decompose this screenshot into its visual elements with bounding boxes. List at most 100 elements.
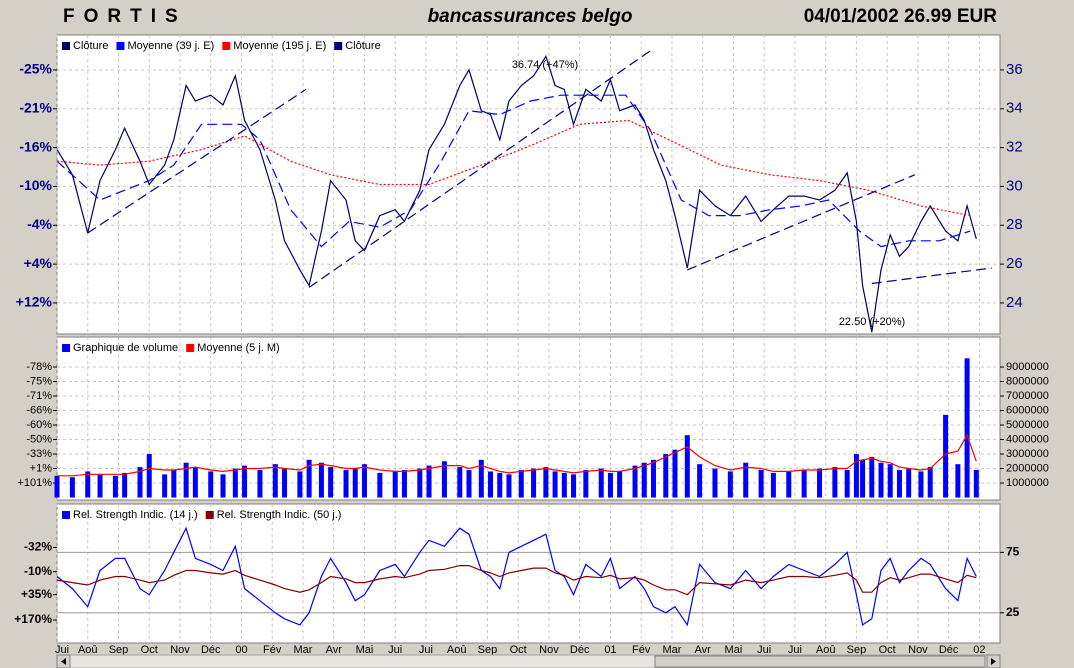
panel [56, 503, 1001, 644]
annotation: 36.74 (+47%) [512, 59, 578, 71]
volume-bar [943, 414, 949, 498]
volume-bar [377, 472, 383, 498]
y-tick-label: 9000000 [1006, 361, 1049, 373]
series-line [56, 526, 977, 627]
volume-bar [650, 459, 656, 498]
volume-bar [232, 468, 238, 498]
x-tick-label: Mar [293, 644, 312, 656]
scrollbar[interactable] [56, 654, 1001, 668]
volume-bar [955, 464, 961, 498]
x-tick-label: Déc [570, 644, 590, 656]
y-tick-label: 2000000 [1006, 462, 1049, 474]
volume-bar [183, 462, 189, 498]
volume-bar [786, 471, 792, 498]
quote: 04/01/2002 26.99 EUR [804, 6, 998, 27]
y-tick-label: 3000000 [1006, 448, 1049, 460]
y-tick-label-left: -21% [19, 99, 52, 115]
volume-bar [208, 471, 214, 498]
volume-bar [162, 474, 168, 498]
volume-bar [146, 454, 152, 498]
y-tick-label-left: +1% [30, 462, 53, 474]
volume-bar [860, 459, 866, 498]
volume-bar [297, 471, 303, 498]
volume-bar [192, 467, 198, 498]
arrow-right [991, 658, 996, 665]
arrow-left [61, 658, 66, 665]
legend-label: Moyenne (195 j. E) [233, 40, 326, 52]
legend-swatch [334, 42, 343, 50]
y-tick-label-left: -10% [19, 177, 52, 193]
volume-bar [122, 472, 128, 498]
sector-name: bancassurances belgo [428, 6, 633, 27]
volume-bar [497, 472, 503, 498]
x-tick-label: Mar [662, 644, 681, 656]
ticker-name: FORTIS [63, 6, 187, 27]
x-tick-label: Jui [757, 644, 771, 656]
annotation: 22.50 (+20%) [839, 316, 905, 328]
y-tick-label-left: +170% [14, 612, 52, 626]
volume-bar [478, 459, 484, 498]
volume-bar [727, 471, 733, 498]
volume-bar [598, 468, 604, 498]
volume-bar [878, 462, 884, 498]
volume-bar [417, 468, 423, 498]
volume-bar [506, 474, 512, 498]
y-tick-label: 26 [1006, 255, 1023, 272]
x-tick-label: Aoû [447, 644, 467, 656]
x-tick-label: Déc [939, 644, 959, 656]
volume-bar [518, 469, 524, 498]
y-tick-label-left: +12% [16, 294, 53, 310]
x-tick-label: Oct [141, 644, 158, 656]
y-tick-label: 36 [1006, 61, 1023, 78]
volume-bar [282, 468, 288, 498]
scroll-thumb[interactable] [654, 655, 986, 668]
y-tick-label-left: +4% [24, 255, 53, 271]
x-tick-label: Nov [539, 644, 559, 656]
volume-bar [69, 477, 75, 498]
volume-bar [328, 467, 334, 498]
y-tick-label-left: -4% [27, 216, 52, 232]
x-tick-label: Jui [388, 644, 402, 656]
x-tick-label: 00 [235, 644, 247, 656]
volume-bar [684, 435, 690, 498]
x-tick-label: Sep [478, 644, 498, 656]
x-tick-label: Aoû [78, 644, 98, 656]
x-tick-label: Nov [908, 644, 928, 656]
volume-bar [927, 467, 933, 498]
volume-bar [758, 469, 764, 498]
volume-bar [392, 471, 398, 498]
y-tick-label: 32 [1006, 139, 1023, 156]
volume-bar [257, 469, 263, 498]
x-tick-label: Déc [201, 644, 221, 656]
y-tick-label: 6000000 [1006, 404, 1049, 416]
volume-bar [457, 467, 463, 498]
y-tick-label: 4000000 [1006, 433, 1049, 445]
x-tick-label: Jui [419, 644, 433, 656]
volume-bar [318, 462, 324, 498]
x-tick-label: Oct [510, 644, 527, 656]
volume-bar [220, 474, 226, 498]
legend-swatch [186, 344, 195, 352]
y-tick-label: 25 [1006, 605, 1020, 619]
legend-label: Clôture [73, 40, 108, 52]
series-line [56, 119, 971, 217]
y-tick-label-left: +35% [21, 587, 52, 601]
x-tick-label: Nov [170, 644, 190, 656]
y-tick-label-left: -60% [26, 419, 52, 431]
volume-bar [832, 467, 838, 498]
volume-bar [672, 449, 678, 498]
volume-bar [617, 471, 623, 498]
volume-bar [531, 468, 537, 498]
series-line [56, 54, 977, 333]
volume-bar [869, 456, 875, 498]
series-line [56, 565, 977, 596]
series-line [57, 433, 977, 477]
x-tick-label: Fév [632, 644, 651, 656]
legend-swatch [116, 42, 125, 50]
x-tick-label: Sep [109, 644, 129, 656]
volume-bar [441, 461, 447, 498]
y-tick-label-left: -50% [26, 433, 52, 445]
volume-bar [466, 469, 472, 498]
legend-swatch [62, 42, 70, 50]
volume-bar [918, 471, 924, 498]
